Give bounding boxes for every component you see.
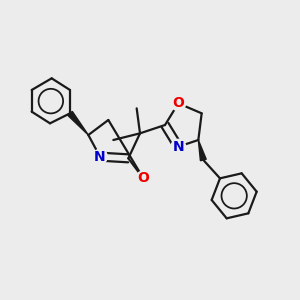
Polygon shape bbox=[198, 140, 206, 161]
Circle shape bbox=[136, 171, 151, 186]
Circle shape bbox=[93, 149, 107, 164]
Text: O: O bbox=[137, 171, 149, 185]
Circle shape bbox=[171, 139, 186, 154]
Text: O: O bbox=[172, 96, 184, 110]
Text: N: N bbox=[172, 140, 184, 154]
Text: N: N bbox=[94, 150, 106, 164]
Circle shape bbox=[171, 96, 186, 111]
Polygon shape bbox=[68, 111, 88, 135]
